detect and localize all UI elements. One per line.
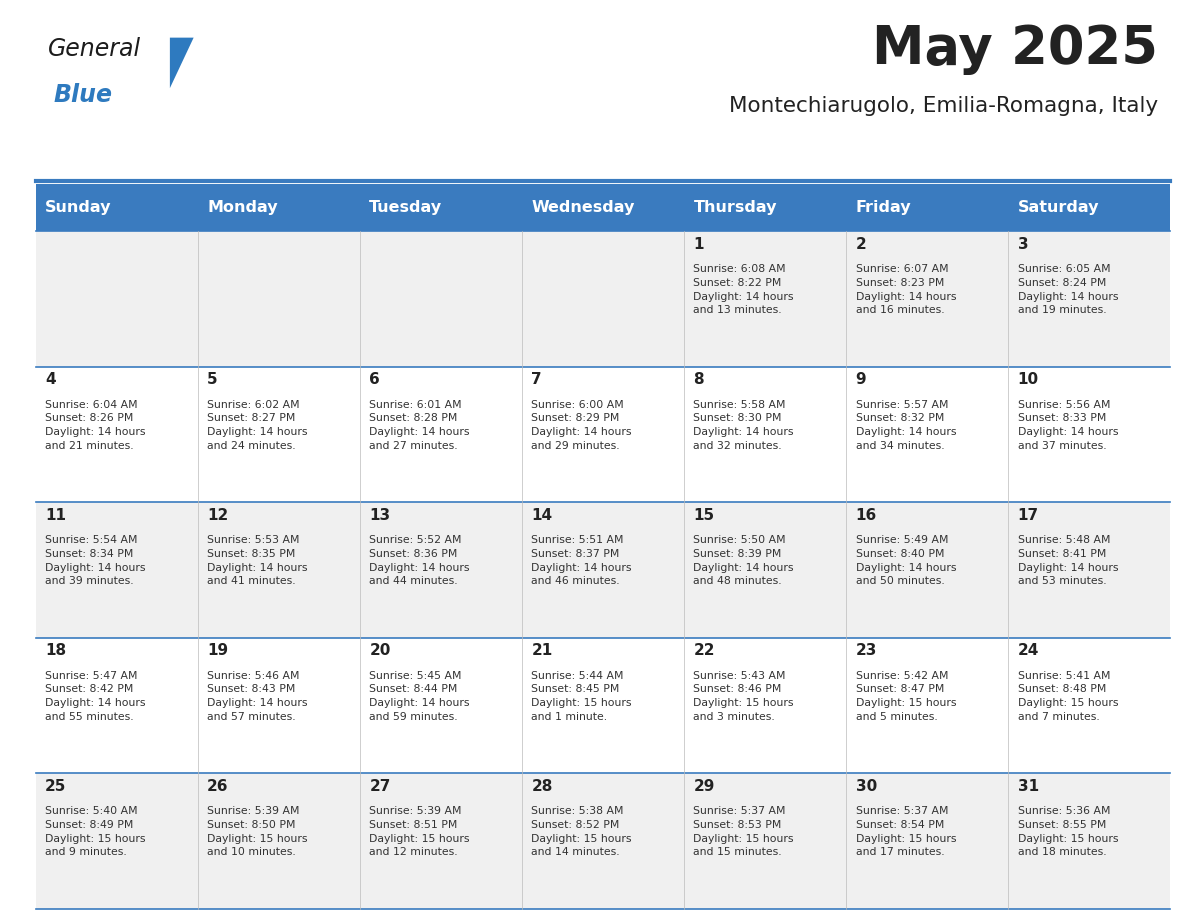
Text: Tuesday: Tuesday [369, 200, 442, 215]
Text: 15: 15 [694, 508, 714, 523]
Text: Montechiarugolo, Emilia-Romagna, Italy: Montechiarugolo, Emilia-Romagna, Italy [729, 96, 1158, 117]
Text: 11: 11 [45, 508, 67, 523]
Text: May 2025: May 2025 [872, 23, 1158, 75]
Bar [36, 773, 1170, 909]
Text: 26: 26 [207, 778, 229, 794]
Text: Sunrise: 5:58 AM
Sunset: 8:30 PM
Daylight: 14 hours
and 32 minutes.: Sunrise: 5:58 AM Sunset: 8:30 PM Dayligh… [694, 400, 794, 451]
Text: 21: 21 [531, 644, 552, 658]
Text: 22: 22 [694, 644, 715, 658]
Text: Sunrise: 5:47 AM
Sunset: 8:42 PM
Daylight: 14 hours
and 55 minutes.: Sunrise: 5:47 AM Sunset: 8:42 PM Dayligh… [45, 671, 146, 722]
Bar [36, 367, 1170, 502]
Text: Wednesday: Wednesday [531, 200, 634, 215]
Text: Saturday: Saturday [1018, 200, 1099, 215]
Polygon shape [170, 38, 194, 88]
Text: Sunrise: 5:41 AM
Sunset: 8:48 PM
Daylight: 15 hours
and 7 minutes.: Sunrise: 5:41 AM Sunset: 8:48 PM Dayligh… [1018, 671, 1118, 722]
Text: Sunrise: 5:39 AM
Sunset: 8:50 PM
Daylight: 15 hours
and 10 minutes.: Sunrise: 5:39 AM Sunset: 8:50 PM Dayligh… [207, 806, 308, 857]
Text: 23: 23 [855, 644, 877, 658]
Text: 13: 13 [369, 508, 391, 523]
Text: Sunrise: 5:37 AM
Sunset: 8:53 PM
Daylight: 15 hours
and 15 minutes.: Sunrise: 5:37 AM Sunset: 8:53 PM Dayligh… [694, 806, 794, 857]
Text: 14: 14 [531, 508, 552, 523]
Text: Friday: Friday [855, 200, 911, 215]
Text: 16: 16 [855, 508, 877, 523]
Text: Sunrise: 6:02 AM
Sunset: 8:27 PM
Daylight: 14 hours
and 24 minutes.: Sunrise: 6:02 AM Sunset: 8:27 PM Dayligh… [207, 400, 308, 451]
Text: Sunrise: 5:53 AM
Sunset: 8:35 PM
Daylight: 14 hours
and 41 minutes.: Sunrise: 5:53 AM Sunset: 8:35 PM Dayligh… [207, 535, 308, 587]
Text: 4: 4 [45, 373, 56, 387]
Text: 17: 17 [1018, 508, 1038, 523]
Text: Sunrise: 5:40 AM
Sunset: 8:49 PM
Daylight: 15 hours
and 9 minutes.: Sunrise: 5:40 AM Sunset: 8:49 PM Dayligh… [45, 806, 146, 857]
Text: 12: 12 [207, 508, 228, 523]
Text: Sunrise: 5:54 AM
Sunset: 8:34 PM
Daylight: 14 hours
and 39 minutes.: Sunrise: 5:54 AM Sunset: 8:34 PM Dayligh… [45, 535, 146, 587]
Text: 31: 31 [1018, 778, 1038, 794]
Text: Sunrise: 6:00 AM
Sunset: 8:29 PM
Daylight: 14 hours
and 29 minutes.: Sunrise: 6:00 AM Sunset: 8:29 PM Dayligh… [531, 400, 632, 451]
Text: Sunrise: 6:08 AM
Sunset: 8:22 PM
Daylight: 14 hours
and 13 minutes.: Sunrise: 6:08 AM Sunset: 8:22 PM Dayligh… [694, 264, 794, 315]
Text: Sunrise: 6:04 AM
Sunset: 8:26 PM
Daylight: 14 hours
and 21 minutes.: Sunrise: 6:04 AM Sunset: 8:26 PM Dayligh… [45, 400, 146, 451]
Text: 25: 25 [45, 778, 67, 794]
Text: Sunrise: 6:01 AM
Sunset: 8:28 PM
Daylight: 14 hours
and 27 minutes.: Sunrise: 6:01 AM Sunset: 8:28 PM Dayligh… [369, 400, 469, 451]
Text: 24: 24 [1018, 644, 1040, 658]
Text: 20: 20 [369, 644, 391, 658]
Text: Sunrise: 5:51 AM
Sunset: 8:37 PM
Daylight: 14 hours
and 46 minutes.: Sunrise: 5:51 AM Sunset: 8:37 PM Dayligh… [531, 535, 632, 587]
Text: Monday: Monday [207, 200, 278, 215]
Text: 7: 7 [531, 373, 542, 387]
Text: Sunrise: 5:37 AM
Sunset: 8:54 PM
Daylight: 15 hours
and 17 minutes.: Sunrise: 5:37 AM Sunset: 8:54 PM Dayligh… [855, 806, 956, 857]
Text: 27: 27 [369, 778, 391, 794]
Text: Sunrise: 5:39 AM
Sunset: 8:51 PM
Daylight: 15 hours
and 12 minutes.: Sunrise: 5:39 AM Sunset: 8:51 PM Dayligh… [369, 806, 469, 857]
Text: 8: 8 [694, 373, 704, 387]
Text: Sunrise: 5:38 AM
Sunset: 8:52 PM
Daylight: 15 hours
and 14 minutes.: Sunrise: 5:38 AM Sunset: 8:52 PM Dayligh… [531, 806, 632, 857]
Text: 9: 9 [855, 373, 866, 387]
Text: Thursday: Thursday [694, 200, 777, 215]
Text: Blue: Blue [53, 83, 113, 106]
Text: Sunrise: 5:43 AM
Sunset: 8:46 PM
Daylight: 15 hours
and 3 minutes.: Sunrise: 5:43 AM Sunset: 8:46 PM Dayligh… [694, 671, 794, 722]
Bar [36, 502, 1170, 638]
Text: Sunrise: 5:36 AM
Sunset: 8:55 PM
Daylight: 15 hours
and 18 minutes.: Sunrise: 5:36 AM Sunset: 8:55 PM Dayligh… [1018, 806, 1118, 857]
Text: Sunrise: 5:56 AM
Sunset: 8:33 PM
Daylight: 14 hours
and 37 minutes.: Sunrise: 5:56 AM Sunset: 8:33 PM Dayligh… [1018, 400, 1118, 451]
Text: 28: 28 [531, 778, 552, 794]
Text: Sunrise: 5:57 AM
Sunset: 8:32 PM
Daylight: 14 hours
and 34 minutes.: Sunrise: 5:57 AM Sunset: 8:32 PM Dayligh… [855, 400, 956, 451]
Bar [36, 638, 1170, 773]
Text: 19: 19 [207, 644, 228, 658]
Text: Sunrise: 5:48 AM
Sunset: 8:41 PM
Daylight: 14 hours
and 53 minutes.: Sunrise: 5:48 AM Sunset: 8:41 PM Dayligh… [1018, 535, 1118, 587]
Text: Sunrise: 6:05 AM
Sunset: 8:24 PM
Daylight: 14 hours
and 19 minutes.: Sunrise: 6:05 AM Sunset: 8:24 PM Dayligh… [1018, 264, 1118, 315]
Bar [36, 231, 1170, 367]
Text: 1: 1 [694, 237, 704, 252]
Text: 2: 2 [855, 237, 866, 252]
Text: Sunrise: 5:42 AM
Sunset: 8:47 PM
Daylight: 15 hours
and 5 minutes.: Sunrise: 5:42 AM Sunset: 8:47 PM Dayligh… [855, 671, 956, 722]
Text: 3: 3 [1018, 237, 1029, 252]
Text: Sunrise: 5:45 AM
Sunset: 8:44 PM
Daylight: 14 hours
and 59 minutes.: Sunrise: 5:45 AM Sunset: 8:44 PM Dayligh… [369, 671, 469, 722]
Text: Sunrise: 5:50 AM
Sunset: 8:39 PM
Daylight: 14 hours
and 48 minutes.: Sunrise: 5:50 AM Sunset: 8:39 PM Dayligh… [694, 535, 794, 587]
Text: Sunrise: 6:07 AM
Sunset: 8:23 PM
Daylight: 14 hours
and 16 minutes.: Sunrise: 6:07 AM Sunset: 8:23 PM Dayligh… [855, 264, 956, 315]
Text: 6: 6 [369, 373, 380, 387]
Text: Sunrise: 5:52 AM
Sunset: 8:36 PM
Daylight: 14 hours
and 44 minutes.: Sunrise: 5:52 AM Sunset: 8:36 PM Dayligh… [369, 535, 469, 587]
Text: Sunrise: 5:46 AM
Sunset: 8:43 PM
Daylight: 14 hours
and 57 minutes.: Sunrise: 5:46 AM Sunset: 8:43 PM Dayligh… [207, 671, 308, 722]
Text: 30: 30 [855, 778, 877, 794]
Text: Sunday: Sunday [45, 200, 112, 215]
Text: 29: 29 [694, 778, 715, 794]
Text: Sunrise: 5:49 AM
Sunset: 8:40 PM
Daylight: 14 hours
and 50 minutes.: Sunrise: 5:49 AM Sunset: 8:40 PM Dayligh… [855, 535, 956, 587]
Bar [36, 184, 1170, 231]
Text: 10: 10 [1018, 373, 1038, 387]
Text: Sunrise: 5:44 AM
Sunset: 8:45 PM
Daylight: 15 hours
and 1 minute.: Sunrise: 5:44 AM Sunset: 8:45 PM Dayligh… [531, 671, 632, 722]
Text: 5: 5 [207, 373, 217, 387]
Text: 18: 18 [45, 644, 67, 658]
Text: General: General [48, 37, 140, 61]
